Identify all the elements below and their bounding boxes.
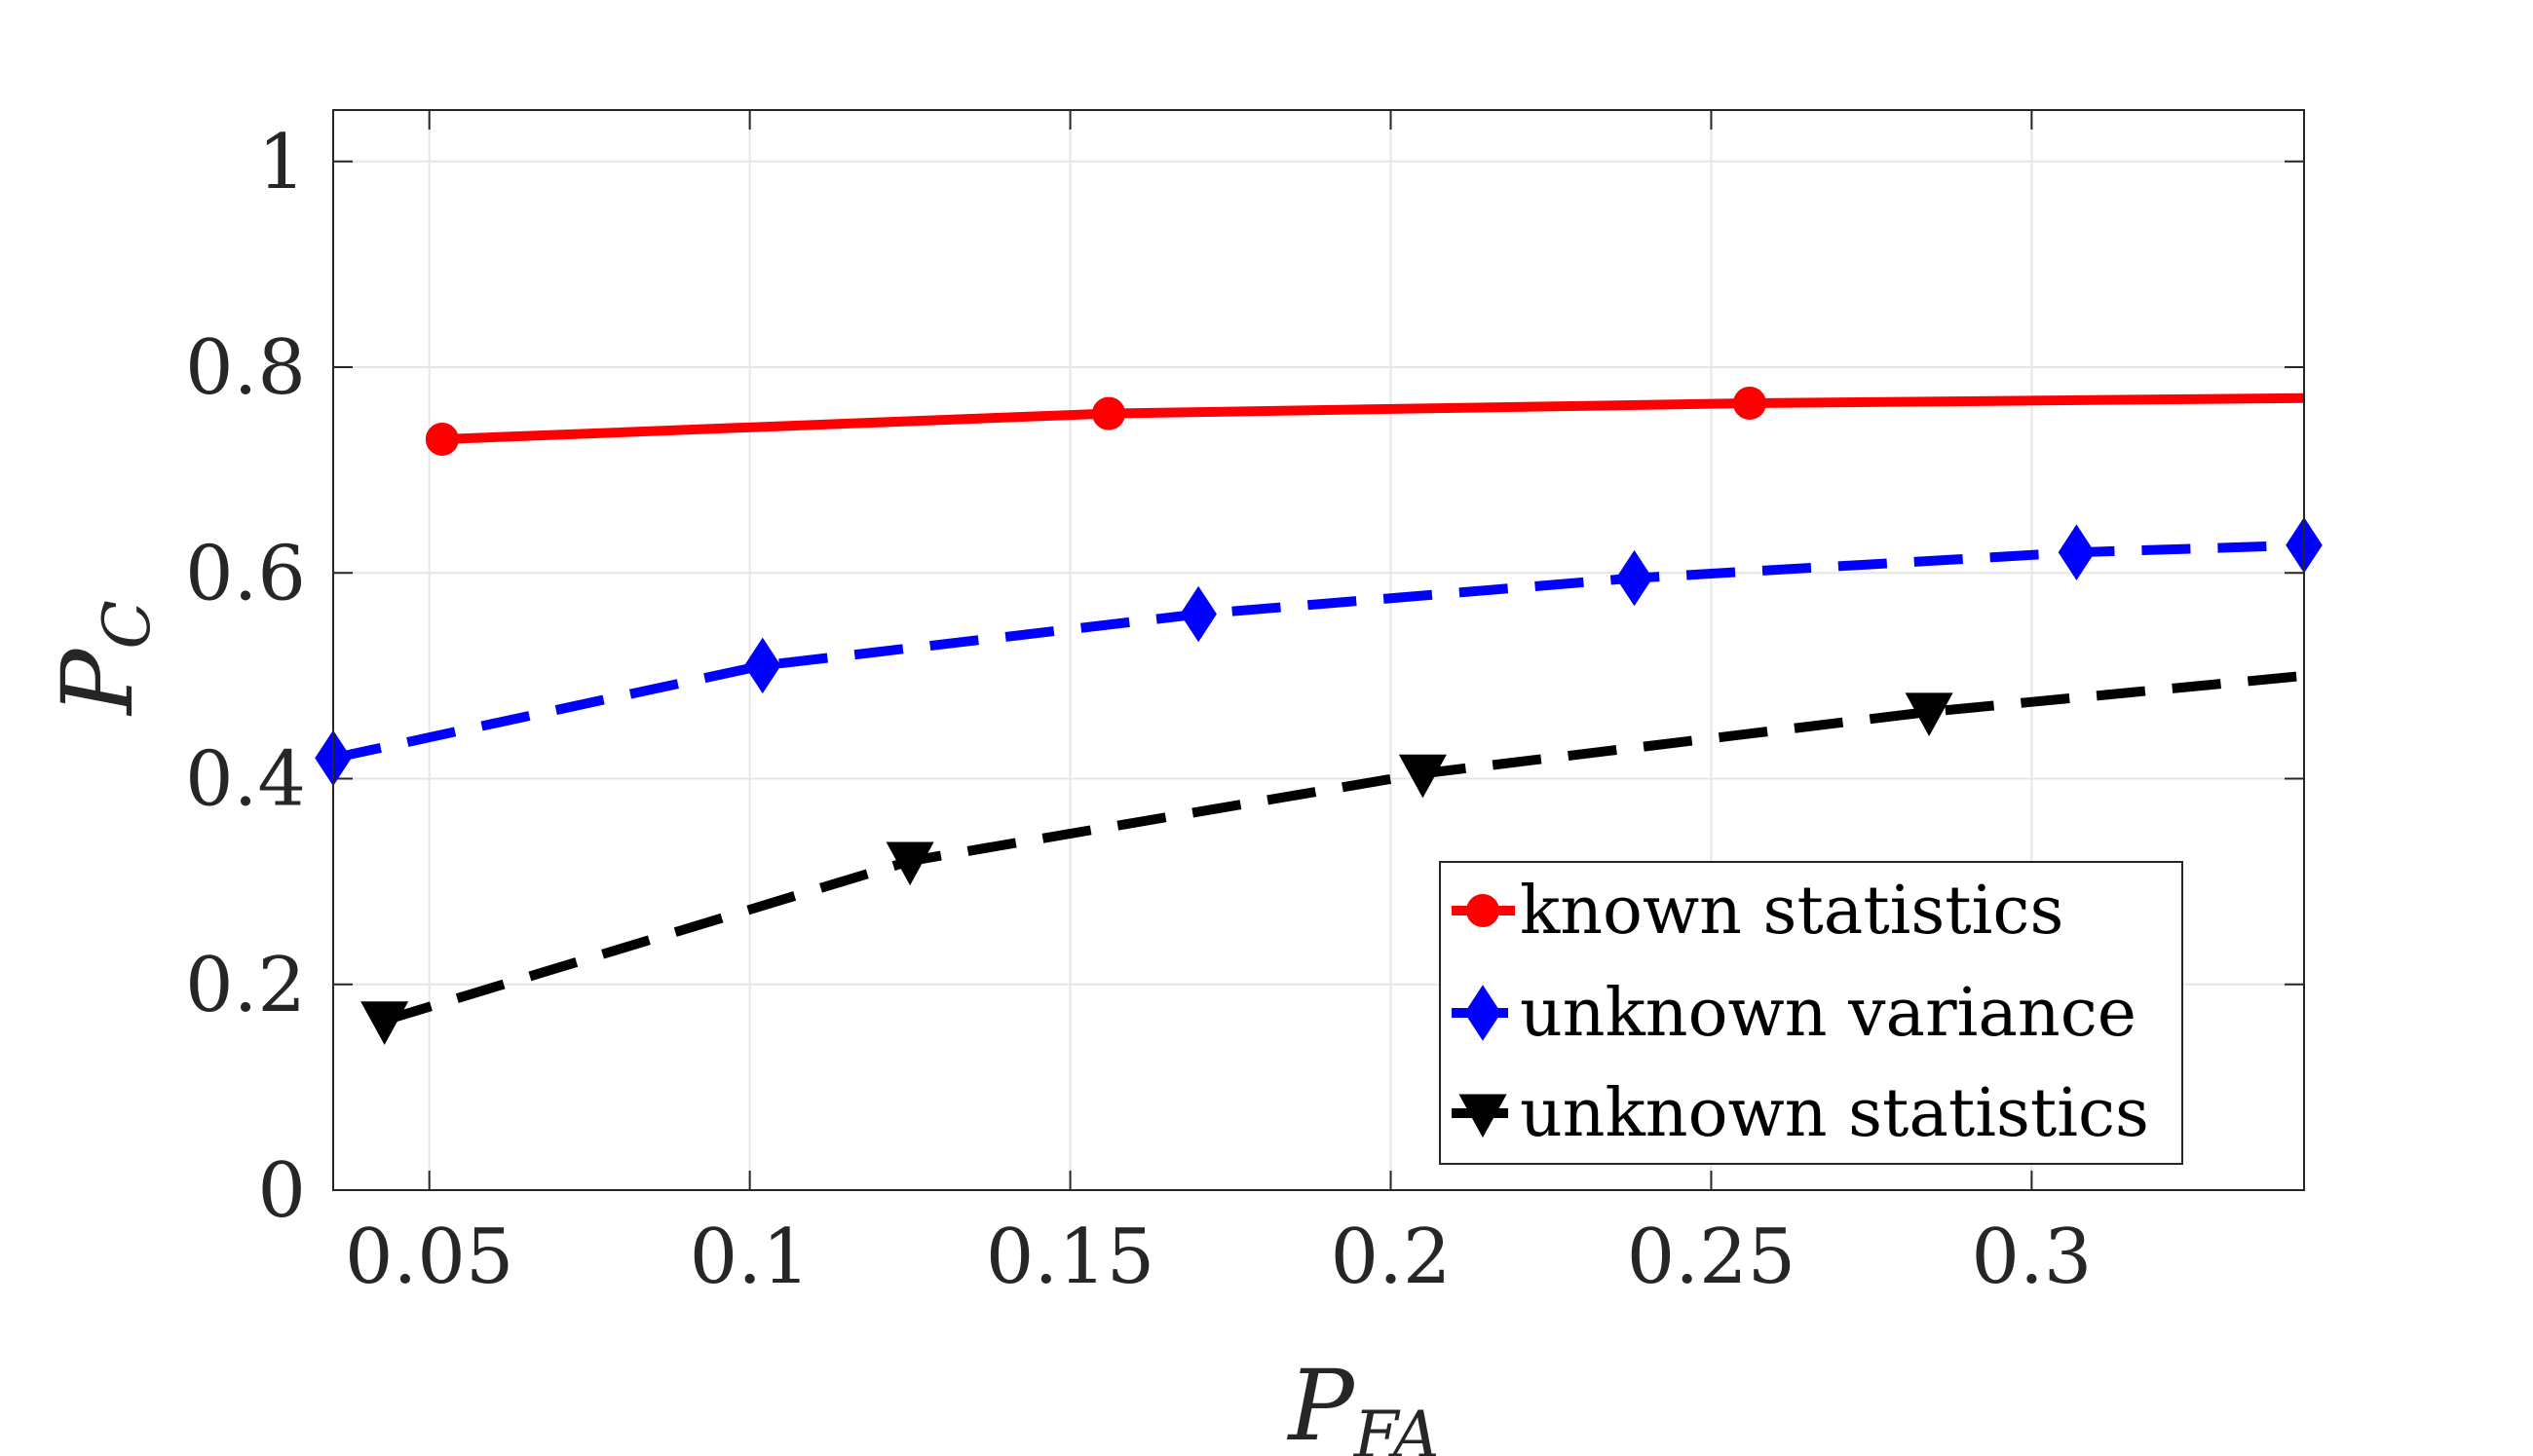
legend-marker [1466,894,1499,927]
series-line [441,392,2305,444]
y-tick-labels: 0 0.2 0.4 0.6 0.8 1 [185,119,306,1235]
data-point-marker [425,422,459,456]
y-tick-label: 0.2 [185,942,306,1029]
data-point-marker [2058,524,2096,580]
x-tick-label: 0.05 [345,1213,514,1301]
x-tick-label: 0.15 [986,1213,1155,1301]
x-axis-title: PFA [1286,1349,1439,1456]
data-point-marker [1180,585,1217,643]
data-point-marker [1905,692,1953,736]
x-tick-label: 0.2 [1330,1213,1451,1301]
legend-entries: known statistics unknown variance unknown … [1452,873,2149,1152]
legend-box [1439,861,2183,1165]
x-axis-title-sub: FA [1353,1398,1440,1456]
y-tick-label: 0.6 [185,530,306,617]
data-point-marker [1092,396,1126,430]
legend-label: unknown statistics [1520,1075,2149,1152]
legend-entry: unknown variance [1452,975,2136,1052]
y-axis-title-sub: C [90,600,165,650]
y-axis-title: PC [41,600,165,717]
y-tick-label: 0.4 [185,736,306,824]
data-point-marker [886,841,934,886]
legend-entry: known statistics [1452,873,2063,950]
plot-area-frame [332,109,2305,1191]
axis-ticks [333,110,2304,1191]
data-point-marker [360,1001,409,1045]
x-axis-title-main: P [1286,1349,1355,1456]
series-unknown-variance [315,517,2323,787]
data-point-marker [1398,754,1447,799]
y-tick-label: 1 [257,119,306,206]
y-tick-label: 0 [257,1147,306,1235]
x-tick-labels: 0.05 0.1 0.15 0.2 0.25 0.3 [345,1213,2093,1301]
legend-marker [1464,985,1501,1041]
y-tick-label: 0.8 [185,324,306,412]
x-tick-label: 0.25 [1627,1213,1796,1301]
y-axis-title-main: P [41,648,155,717]
legend: known statistics unknown variance unknown … [1439,861,2183,1165]
x-tick-label: 0.3 [1971,1213,2092,1301]
data-point-marker [1732,387,1766,421]
legend-label: known statistics [1520,873,2063,950]
legend-label: unknown variance [1520,975,2136,1052]
x-tick-label: 0.1 [690,1213,811,1301]
legend-entry: unknown statistics [1452,1075,2149,1152]
data-point-marker [743,637,781,694]
series-unknown-statistics [360,670,2305,1045]
series-known-statistics [425,387,2305,456]
legend-marker [1458,1094,1507,1139]
series-line [331,540,2305,764]
data-point-marker [1615,549,1653,607]
